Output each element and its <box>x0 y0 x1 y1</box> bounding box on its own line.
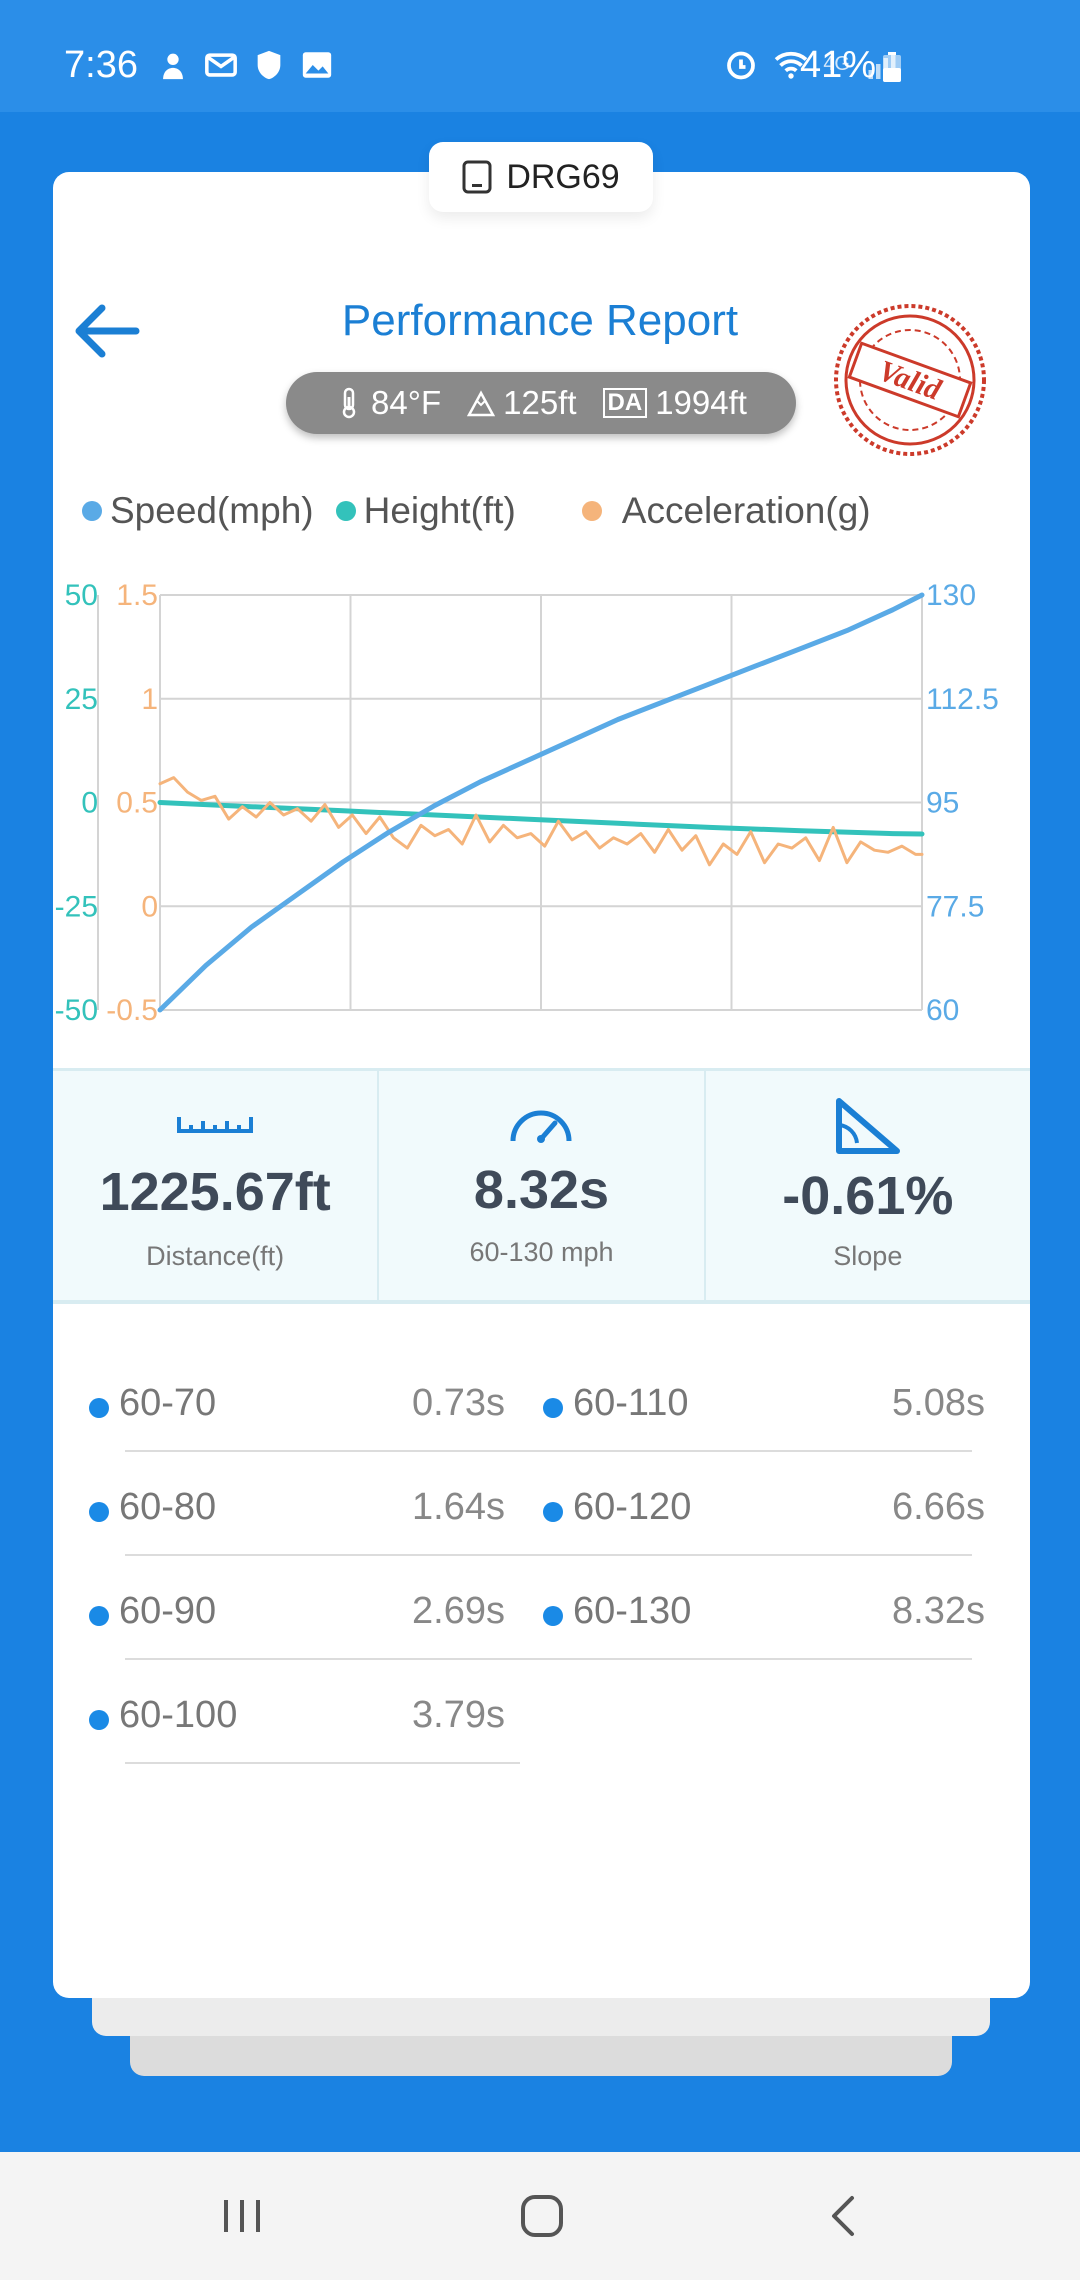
split-divider <box>125 1554 972 1556</box>
tick-label-height: 50 <box>65 579 98 612</box>
home-icon[interactable] <box>512 2186 572 2246</box>
status-time: 7:36 <box>64 44 138 86</box>
split-item: 60-110 5.08s <box>125 1360 985 1464</box>
split-dot <box>543 1606 563 1626</box>
series-line-acceleration <box>158 776 924 867</box>
navigation-bar <box>0 2152 1080 2280</box>
battery-icon <box>883 52 901 82</box>
legend-height-dot <box>335 501 356 521</box>
split-dot <box>89 1502 109 1522</box>
ruler-icon <box>177 1117 254 1133</box>
page-title: Performance Report <box>341 296 739 345</box>
legend-acceleration: Acceleration(g) <box>581 490 871 532</box>
legend-height: Height(ft) <box>335 490 516 532</box>
split-dot <box>89 1710 109 1730</box>
split-item: 60-70 0.73s <box>85 1360 520 1464</box>
tick-label-speed: 95 <box>926 787 959 820</box>
recent-apps-icon[interactable] <box>212 2186 272 2246</box>
chart-legend: Speed(mph) Height(ft) Acceleration(g) <box>82 490 871 532</box>
alarm-icon <box>727 51 756 80</box>
split-divider <box>125 1450 972 1452</box>
density-altitude: DA 1994ft <box>602 384 747 422</box>
series-line-speed <box>157 592 925 1013</box>
status-icons-left <box>156 48 334 82</box>
split-item: 60-120 6.66s <box>125 1464 985 1568</box>
stat-distance: 1225.67ft Distance(ft) <box>53 1071 380 1300</box>
wifi-icon <box>775 51 808 79</box>
shield-icon <box>257 50 281 80</box>
back-arrow-icon[interactable] <box>70 296 140 366</box>
tick-label-speed: 77.5 <box>926 890 984 923</box>
stat-slope: -0.61% Slope <box>706 1071 1030 1300</box>
stat-time: 8.32s 60-130 mph <box>379 1071 706 1300</box>
performance-chart: 50 25 0 -25 -50 1.5 1 0.5 0 -0.5 130 112.5 95 77.5 60 <box>55 579 999 1027</box>
speedometer-icon <box>510 1110 572 1143</box>
temperature: 84°F <box>335 384 441 422</box>
tick-label-height: -25 <box>55 890 98 923</box>
valid-stamp: Valid <box>834 304 986 456</box>
environment-pill: 84°F 125ft DA 1994ft <box>286 372 796 434</box>
chart-ticks: 50 25 0 -25 -50 1.5 1 0.5 0 -0.5 130 112.5 95 77.5 60 <box>55 579 999 1027</box>
tick-label-speed: 60 <box>926 994 959 1027</box>
chart-grid <box>97 594 923 1011</box>
tick-label-height: 0 <box>81 787 98 820</box>
split-dot <box>543 1398 563 1418</box>
notification-icon <box>163 53 183 80</box>
altitude: 125ft <box>467 384 577 422</box>
device-selector[interactable]: DRG69 <box>429 142 653 212</box>
stats-panel: 1225.67ft Distance(ft) 8.32s 60-130 mph … <box>53 1068 1030 1304</box>
thermometer-icon <box>342 387 356 419</box>
message-icon <box>205 53 237 77</box>
gallery-icon <box>302 52 332 78</box>
split-item: 60-90 2.69s <box>85 1568 515 1672</box>
split-dot <box>89 1398 109 1418</box>
device-name: DRG69 <box>506 157 620 196</box>
legend-speed-dot <box>82 501 102 521</box>
split-item: 60-100 3.79s <box>85 1672 520 1776</box>
battery-text: 41% <box>800 44 877 86</box>
split-dot <box>89 1606 109 1626</box>
tick-label-acceleration: 0.5 <box>116 787 158 820</box>
device-icon <box>462 160 492 194</box>
legend-acceleration-dot <box>581 501 602 521</box>
split-divider <box>125 1658 972 1660</box>
tick-label-acceleration: 0 <box>141 890 158 923</box>
split-dot <box>543 1502 563 1522</box>
split-divider <box>125 1762 520 1764</box>
split-item: 60-80 1.64s <box>85 1464 515 1568</box>
tick-label-acceleration: -0.5 <box>106 994 158 1027</box>
mountain-icon <box>467 390 496 417</box>
tick-label-speed: 130 <box>926 579 976 612</box>
chart-series <box>157 592 925 1013</box>
da-icon: DA <box>602 388 648 418</box>
tick-label-acceleration: 1 <box>141 683 158 716</box>
network-type: 4G <box>823 52 850 75</box>
tick-label-acceleration: 1.5 <box>116 579 158 612</box>
status-bar: 7:36 4G 41% <box>0 0 1080 112</box>
slope-icon <box>835 1098 900 1154</box>
legend-speed: Speed(mph) <box>82 490 314 532</box>
tick-label-speed: 112.5 <box>926 683 999 716</box>
split-item: 60-130 8.32s <box>125 1568 985 1672</box>
tick-label-height: 25 <box>65 683 98 716</box>
tick-label-height: -50 <box>55 994 98 1027</box>
back-nav-icon[interactable] <box>814 2186 874 2246</box>
